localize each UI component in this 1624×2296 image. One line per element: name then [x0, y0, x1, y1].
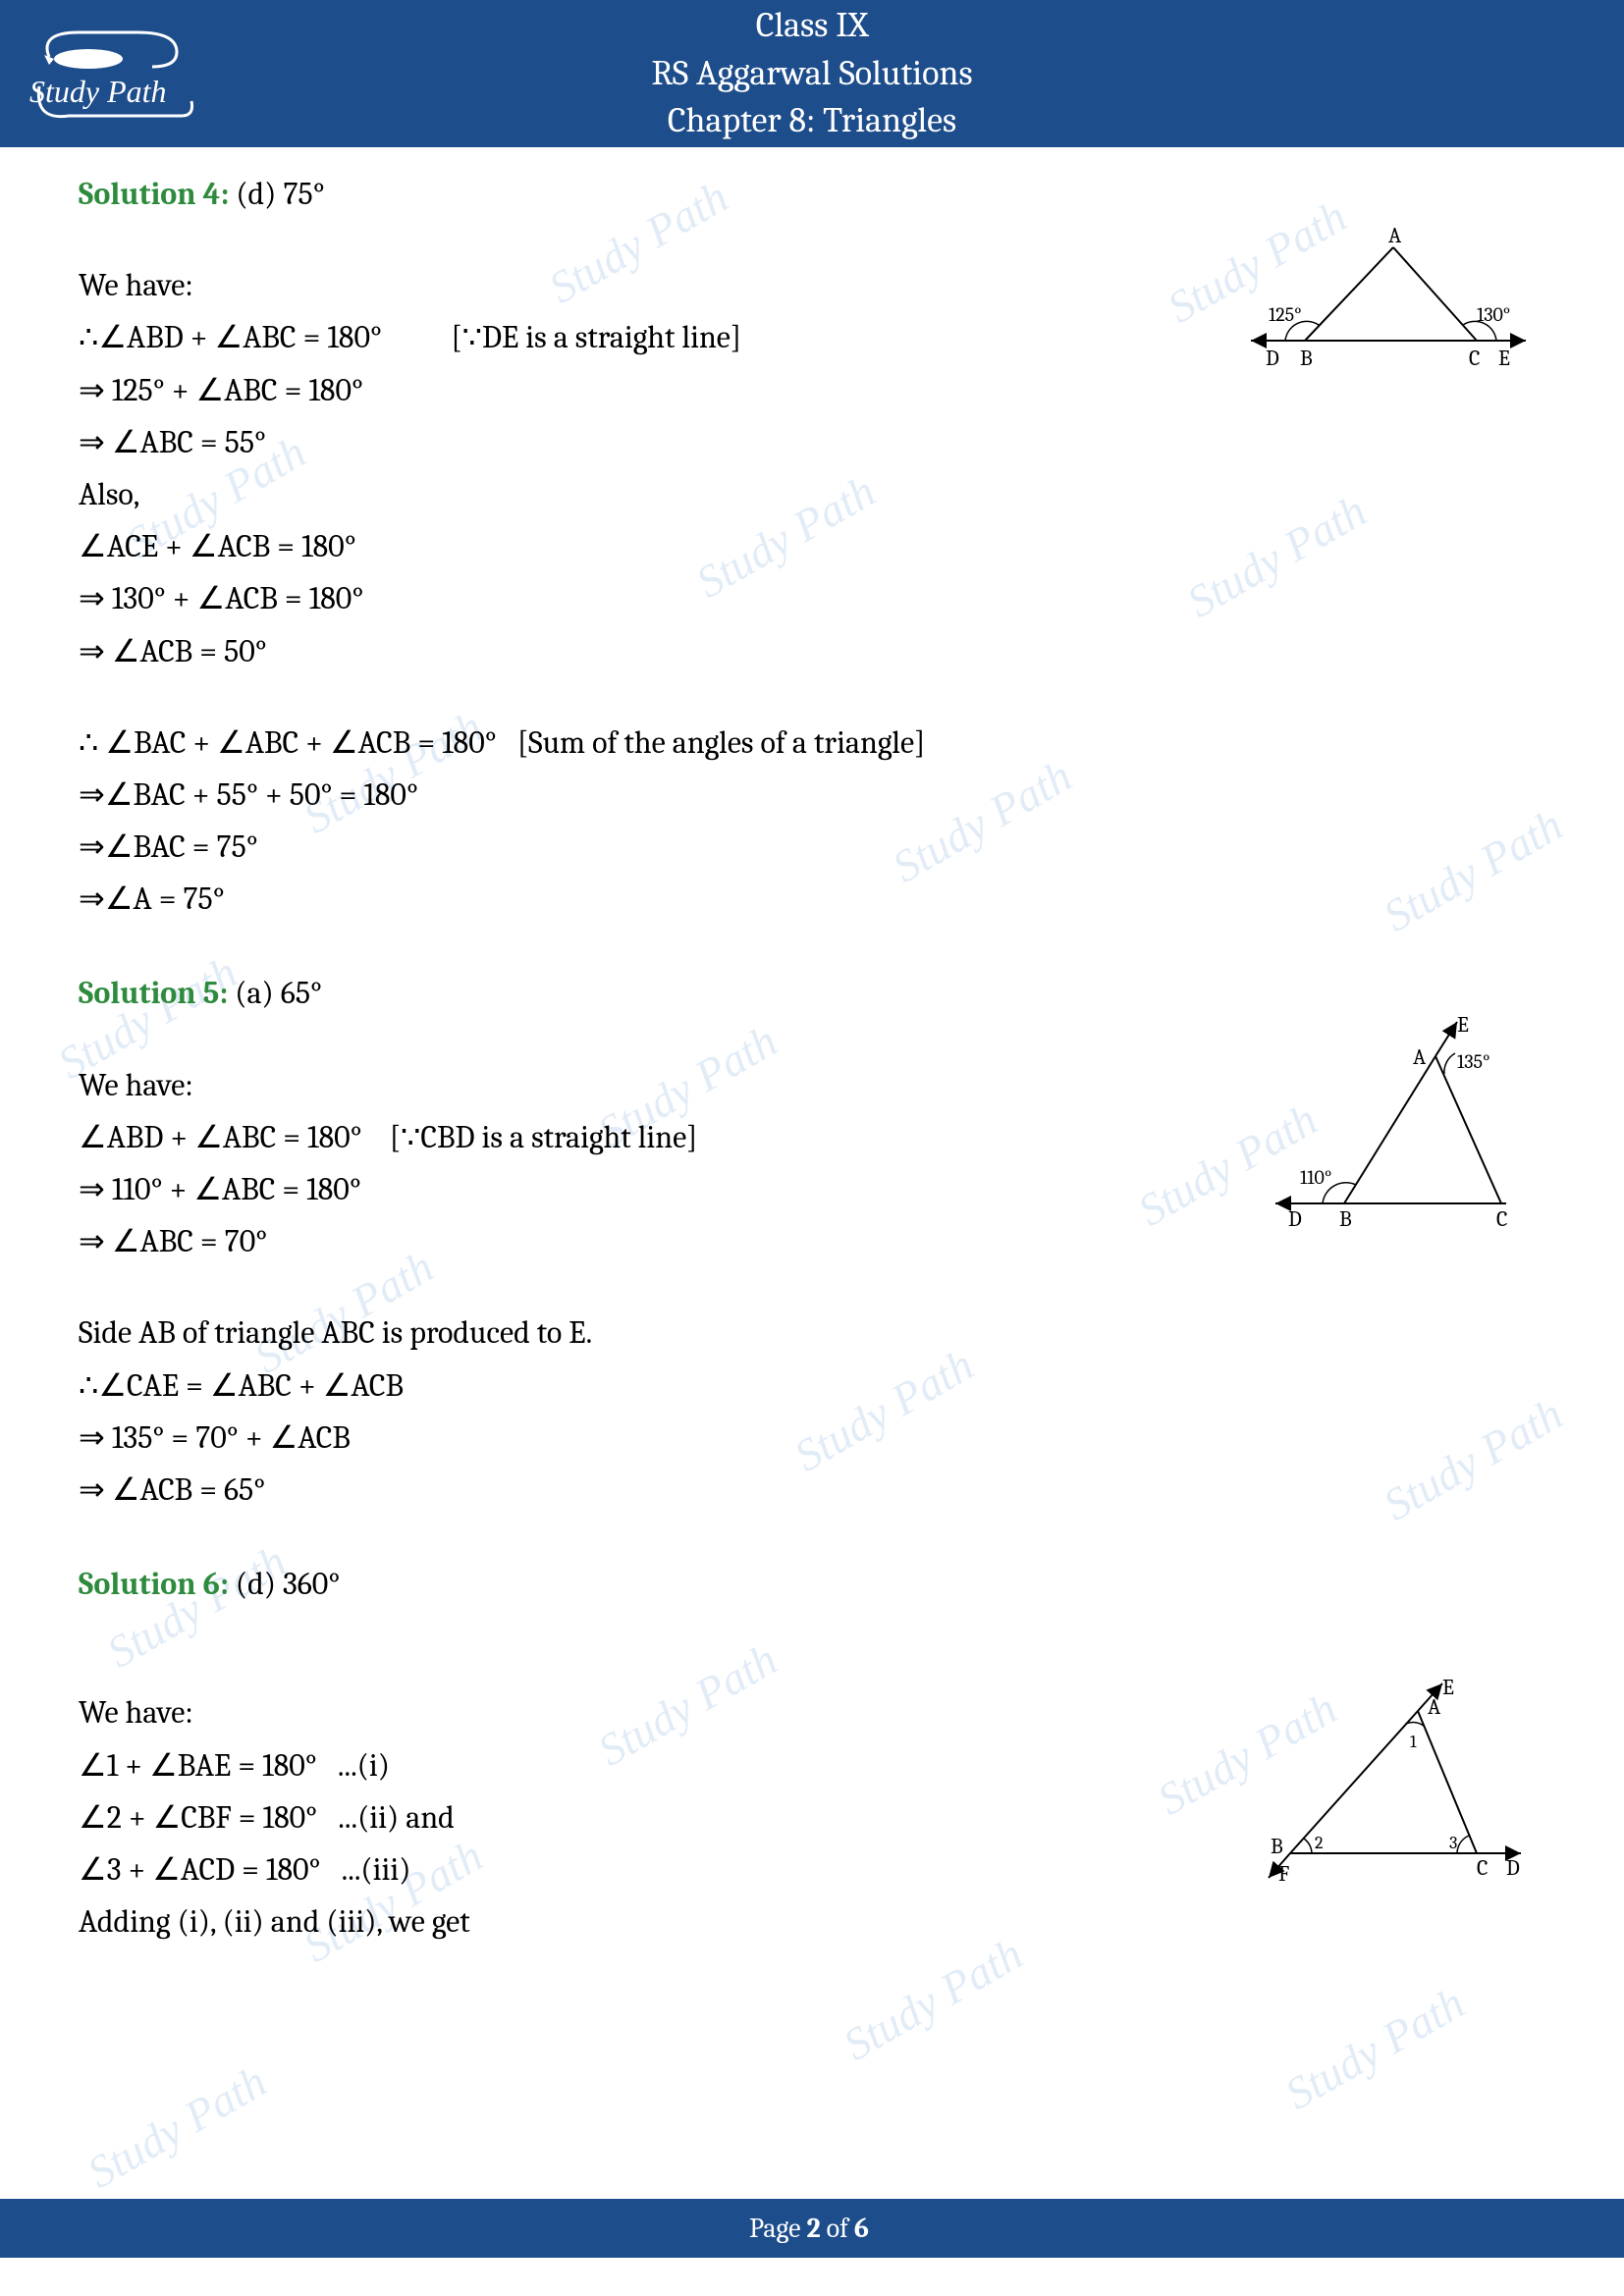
solution-5-line: ⇒ 135° = 70° + ∠ACB	[79, 1413, 1545, 1463]
svg-text:C: C	[1469, 346, 1480, 371]
page-footer: Page 2 of 6	[0, 2199, 1624, 2258]
svg-text:2: 2	[1315, 1833, 1324, 1853]
footer-prefix: Page	[749, 2213, 800, 2244]
svg-text:A: A	[1388, 223, 1402, 248]
page-header: Study Path Class IX RS Aggarwal Solution…	[0, 0, 1624, 147]
svg-text:D: D	[1288, 1206, 1302, 1232]
solution-6-label: Solution 6:	[79, 1566, 229, 1602]
watermark: Study Path	[74, 2047, 281, 2208]
svg-text:E: E	[1457, 1012, 1469, 1038]
diagram-solution-4: A B C D E 125° 130°	[1241, 223, 1536, 380]
solution-6-line: Adding (i), (ii) and (iii), we get	[79, 1896, 1545, 1947]
svg-text:E: E	[1442, 1675, 1454, 1700]
svg-text:B: B	[1339, 1206, 1352, 1232]
diagram-solution-6: A B C D E F 1 2 3	[1251, 1667, 1536, 1893]
solution-4-line: ∠ACE + ∠ACB = 180°	[79, 521, 1545, 571]
header-chapter: Chapter 8: Triangles	[651, 97, 972, 145]
solution-4-line: ∴ ∠BAC + ∠ABC + ∠ACB = 180° [Sum of the …	[79, 718, 1545, 768]
solution-4: Solution 4: (d) 75° We have: ∴∠ABD + ∠AB…	[79, 169, 1545, 924]
svg-text:C: C	[1477, 1855, 1488, 1881]
svg-text:B: B	[1300, 346, 1313, 371]
svg-text:3: 3	[1449, 1833, 1457, 1853]
svg-text:C: C	[1496, 1206, 1507, 1232]
logo: Study Path	[29, 18, 196, 131]
svg-text:135°: 135°	[1457, 1050, 1489, 1073]
page-content: Study Path Study Path Study Path Study P…	[0, 147, 1624, 2199]
diagram-solution-5: A B C D E 110° 135°	[1261, 1007, 1536, 1233]
solution-4-line: ⇒ ∠ACB = 50°	[79, 626, 1545, 676]
solution-5-label: Solution 5:	[79, 975, 228, 1011]
watermark: Study Path	[1272, 1968, 1479, 2129]
solution-6-answer: (d) 360°	[229, 1566, 341, 1602]
solution-4-line: Also,	[79, 469, 1545, 519]
solution-5-line: Side AB of triangle ABC is produced to E…	[79, 1308, 1545, 1358]
solution-5-line: ∴∠CAE = ∠ABC + ∠ACB	[79, 1361, 1545, 1411]
svg-text:D: D	[1506, 1855, 1520, 1881]
svg-text:A: A	[1428, 1694, 1441, 1720]
solution-6: Solution 6: (d) 360° We have: ∠1 + ∠BAE …	[79, 1559, 1545, 1947]
solution-4-line: ⇒ ∠ABC = 55°	[79, 417, 1545, 467]
svg-text:D: D	[1266, 346, 1279, 371]
solution-4-line: ⇒ 130° + ∠ACB = 180°	[79, 573, 1545, 623]
header-book: RS Aggarwal Solutions	[651, 50, 972, 98]
svg-text:130°: 130°	[1477, 303, 1510, 326]
svg-text:125°: 125°	[1269, 303, 1302, 326]
footer-total-pages: 6	[854, 2213, 869, 2244]
svg-text:E: E	[1498, 346, 1510, 371]
logo-text: Study Path	[29, 74, 167, 110]
solution-5-line: ⇒ ∠ACB = 65°	[79, 1465, 1545, 1515]
footer-mid: of	[827, 2213, 848, 2244]
svg-text:110°: 110°	[1300, 1166, 1331, 1189]
solution-4-line: ⇒∠BAC + 55° + 50° = 180°	[79, 770, 1545, 820]
header-titles: Class IX RS Aggarwal Solutions Chapter 8…	[651, 2, 972, 145]
solution-4-line: ⇒∠A = 75°	[79, 874, 1545, 924]
solution-4-answer: (d) 75°	[229, 176, 324, 212]
svg-text:F: F	[1278, 1861, 1289, 1887]
header-class: Class IX	[651, 2, 972, 50]
solution-5: Solution 5: (a) 65° We have: ∠ABD + ∠ABC…	[79, 968, 1545, 1515]
solution-4-line: ⇒∠BAC = 75°	[79, 822, 1545, 872]
solution-5-answer: (a) 65°	[228, 975, 322, 1011]
solution-4-label: Solution 4:	[79, 176, 229, 212]
svg-text:A: A	[1413, 1044, 1427, 1070]
svg-text:B: B	[1271, 1834, 1283, 1859]
footer-current-page: 2	[806, 2213, 820, 2244]
svg-text:1: 1	[1410, 1732, 1417, 1752]
